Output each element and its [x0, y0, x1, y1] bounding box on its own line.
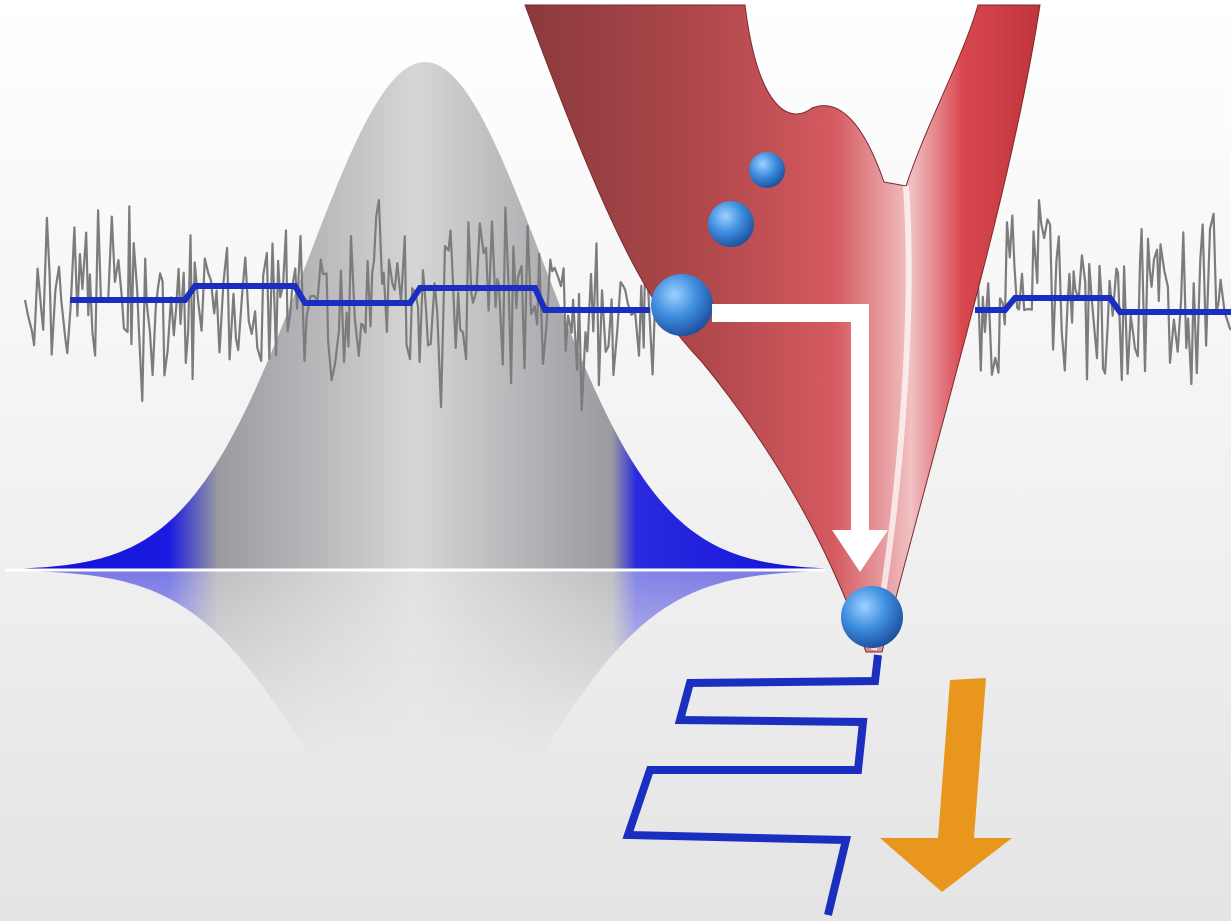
potential-well [524, 4, 1041, 653]
noise-trace [23, 199, 663, 412]
gaussian-reflection [5, 570, 825, 870]
particle [708, 201, 754, 247]
particle [841, 586, 903, 648]
transition-arrowhead [832, 530, 888, 572]
distribution [5, 62, 825, 570]
particle [651, 274, 713, 336]
gaussian-curve [5, 62, 825, 570]
transition-arrow [712, 304, 869, 535]
well-highlight [871, 185, 912, 651]
step-signal [975, 295, 1231, 315]
reflection [5, 570, 825, 870]
step-signal [70, 283, 650, 313]
particle [749, 152, 785, 188]
down-arrow [880, 678, 1012, 892]
meander-signal [622, 654, 882, 916]
